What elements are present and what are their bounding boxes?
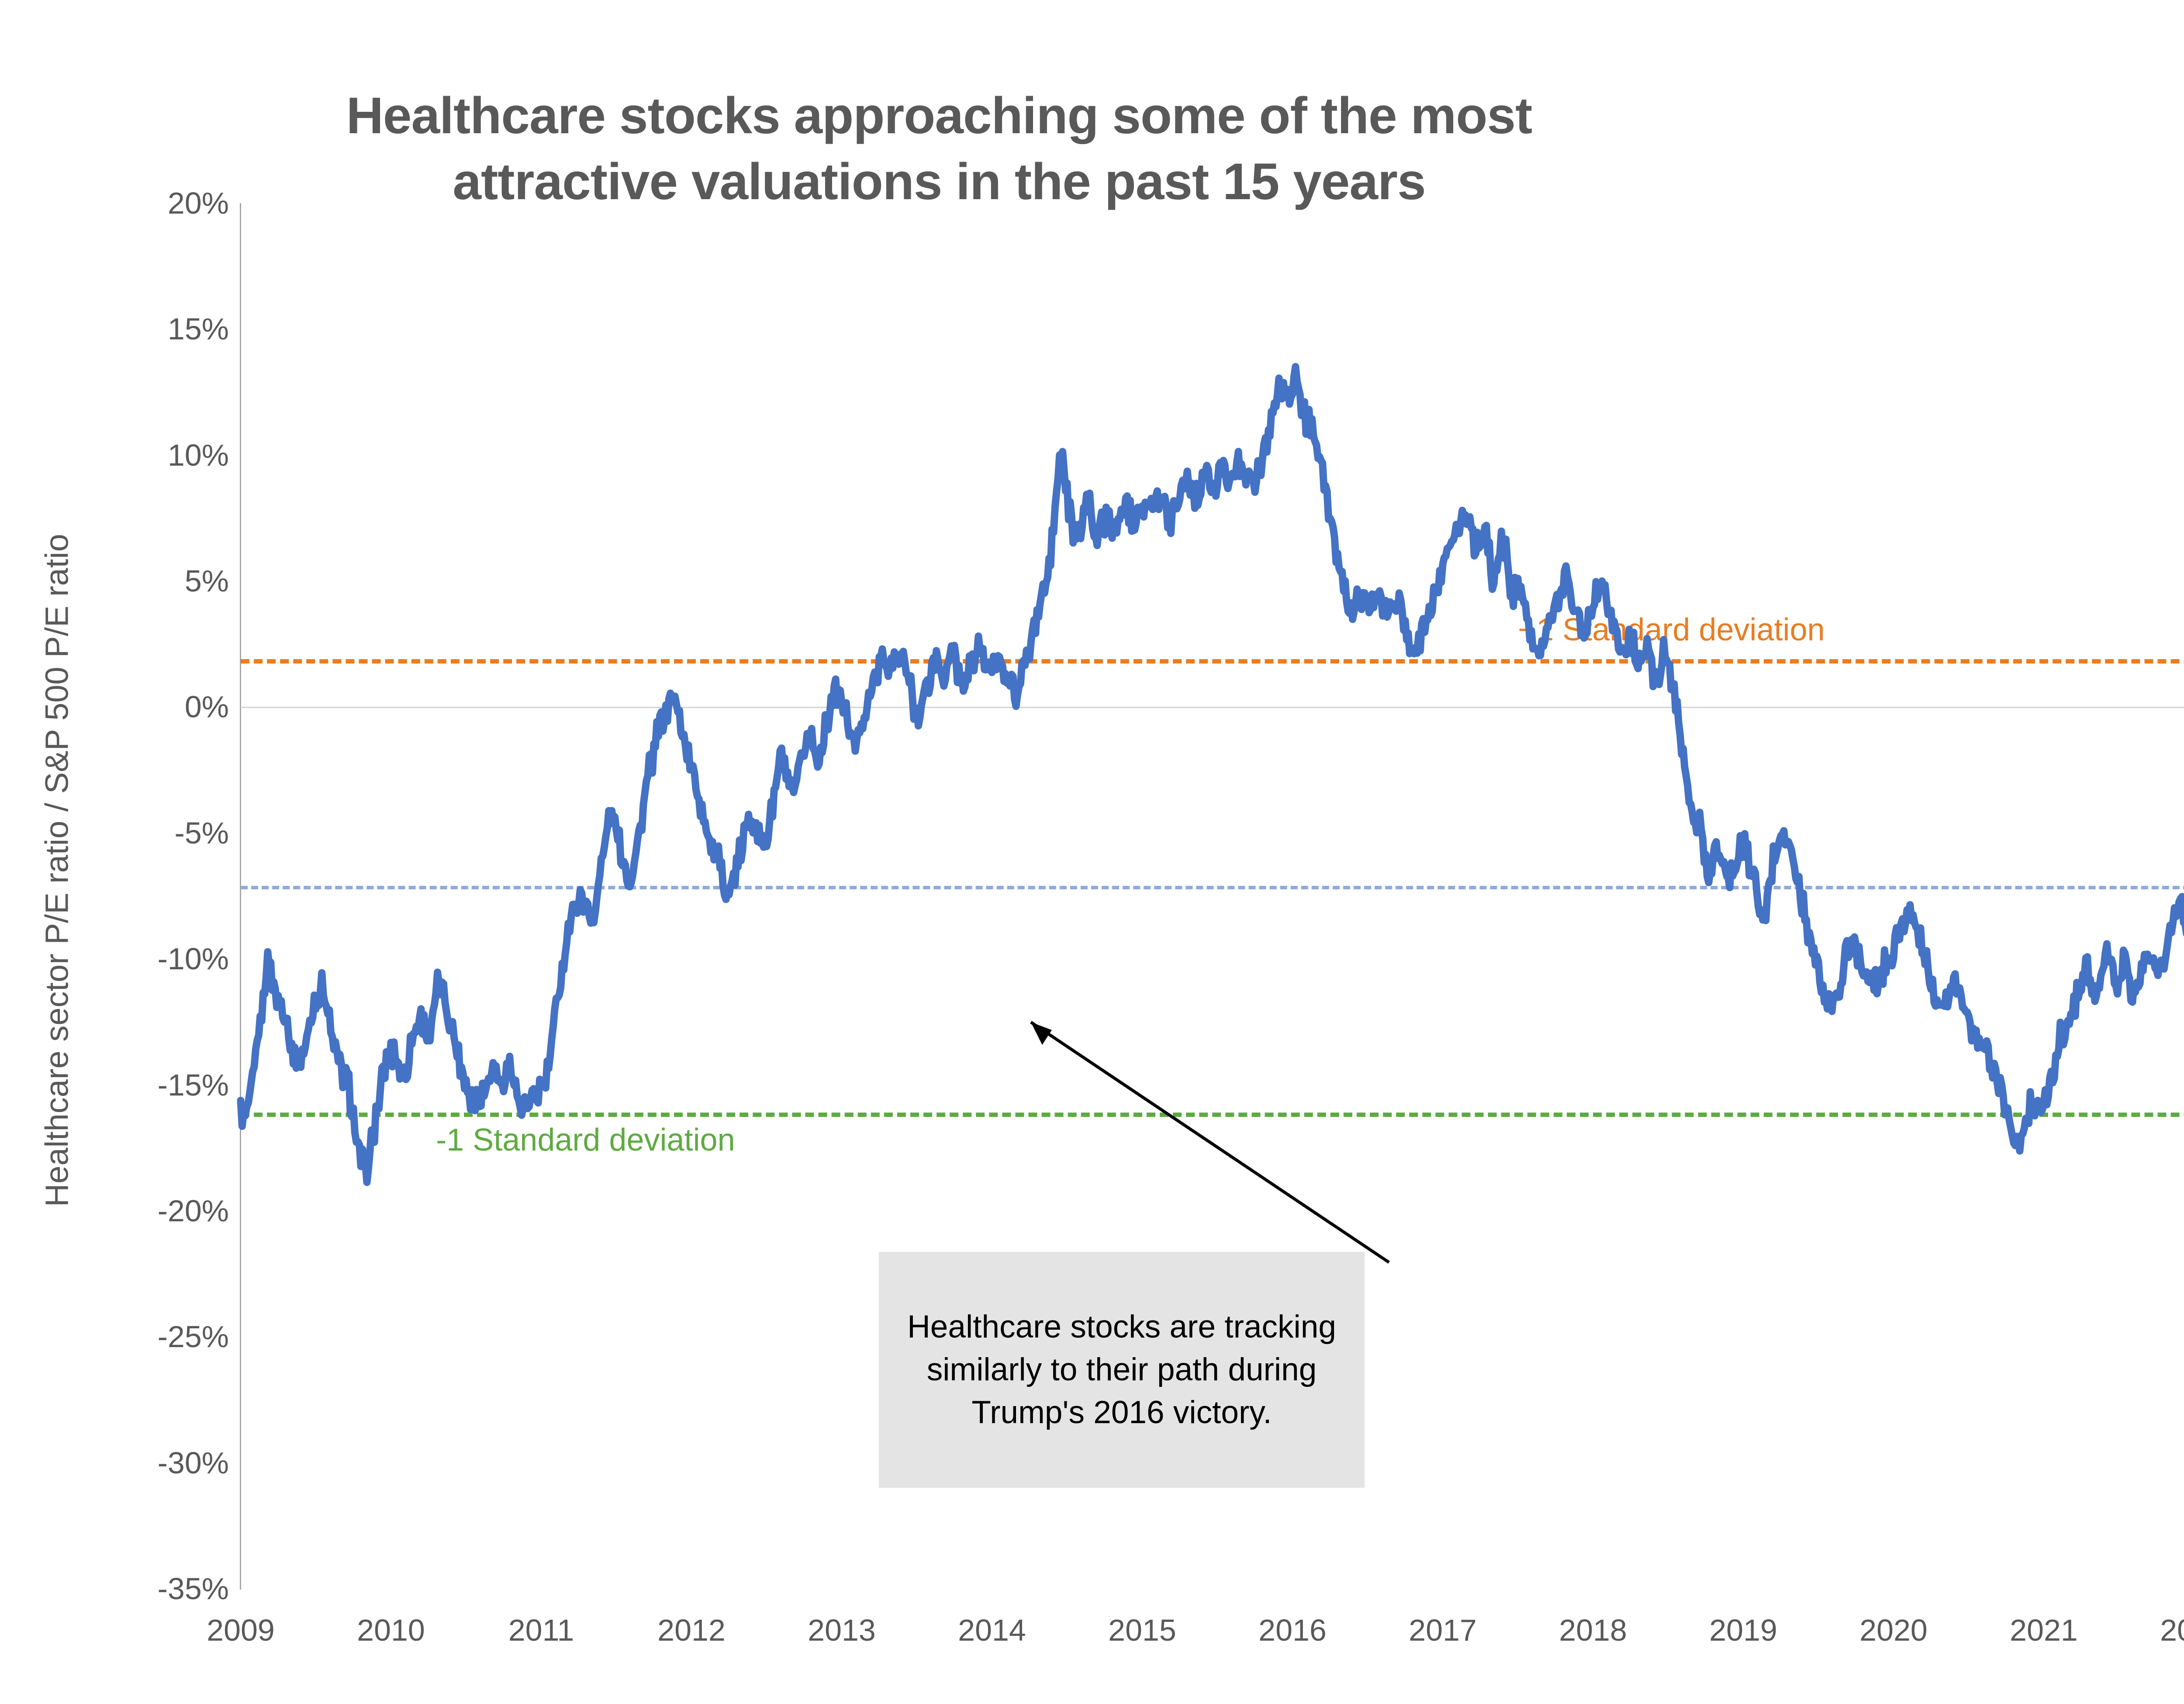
x-tick-label: 2011	[508, 1613, 574, 1647]
x-tick-label: 2021	[2010, 1613, 2078, 1647]
x-tick-label: 2013	[808, 1613, 876, 1647]
y-tick-label: -30%	[157, 1445, 229, 1480]
annotation-callout-text: Healthcare stocks are tracking similarly…	[907, 1309, 1336, 1430]
chart-title-line-2: attractive valuations in the past 15 yea…	[453, 153, 1426, 211]
y-axis-tick-labels: 20% 15% 10% 5% 0% -5% -10% -15% -20% -25% -30% -35%	[0, 186, 232, 1606]
x-tick-label: 2018	[1559, 1613, 1627, 1647]
x-tick-label: 2014	[958, 1613, 1026, 1647]
y-tick-label: 5%	[184, 564, 229, 598]
plus-one-sd-label: +1 Standard deviation	[1518, 612, 1825, 647]
x-tick-label: 2012	[657, 1613, 726, 1647]
y-axis-line	[240, 203, 241, 1590]
plus-one-sd-line	[241, 659, 2184, 664]
x-tick-label: 2020	[1859, 1613, 1928, 1647]
data-series-line	[237, 363, 2184, 1186]
x-tick-label: 2016	[1258, 1613, 1327, 1647]
average-line	[241, 885, 2184, 889]
x-tick-label: 2022	[2160, 1613, 2184, 1647]
y-tick-label: 20%	[167, 186, 229, 220]
page-title: Healthcare stocks approaching some of th…	[0, 83, 1878, 215]
annotation-callout-box: Healthcare stocks are tracking similarly…	[879, 1252, 1365, 1488]
x-tick-label: 2010	[357, 1613, 425, 1647]
chart-title-line-1: Healthcare stocks approaching some of th…	[346, 87, 1533, 145]
x-tick-label: 2019	[1709, 1613, 1777, 1647]
minus-one-sd-label: -1 Standard deviation	[436, 1122, 735, 1158]
x-tick-label: 2017	[1409, 1613, 1477, 1647]
y-tick-label: -10%	[157, 942, 229, 976]
x-tick-label: 2009	[207, 1613, 275, 1647]
x-tick-label: 2015	[1108, 1613, 1176, 1647]
y-tick-label: 10%	[167, 438, 229, 472]
y-tick-label: -20%	[157, 1193, 229, 1228]
y-tick-label: -15%	[157, 1068, 229, 1102]
y-tick-label: 15%	[167, 312, 229, 346]
zero-reference-line	[241, 707, 2184, 709]
y-tick-label: 0%	[184, 690, 229, 724]
y-tick-label: -25%	[157, 1320, 229, 1354]
y-tick-label: -35%	[157, 1572, 229, 1606]
y-tick-label: -5%	[174, 816, 229, 850]
